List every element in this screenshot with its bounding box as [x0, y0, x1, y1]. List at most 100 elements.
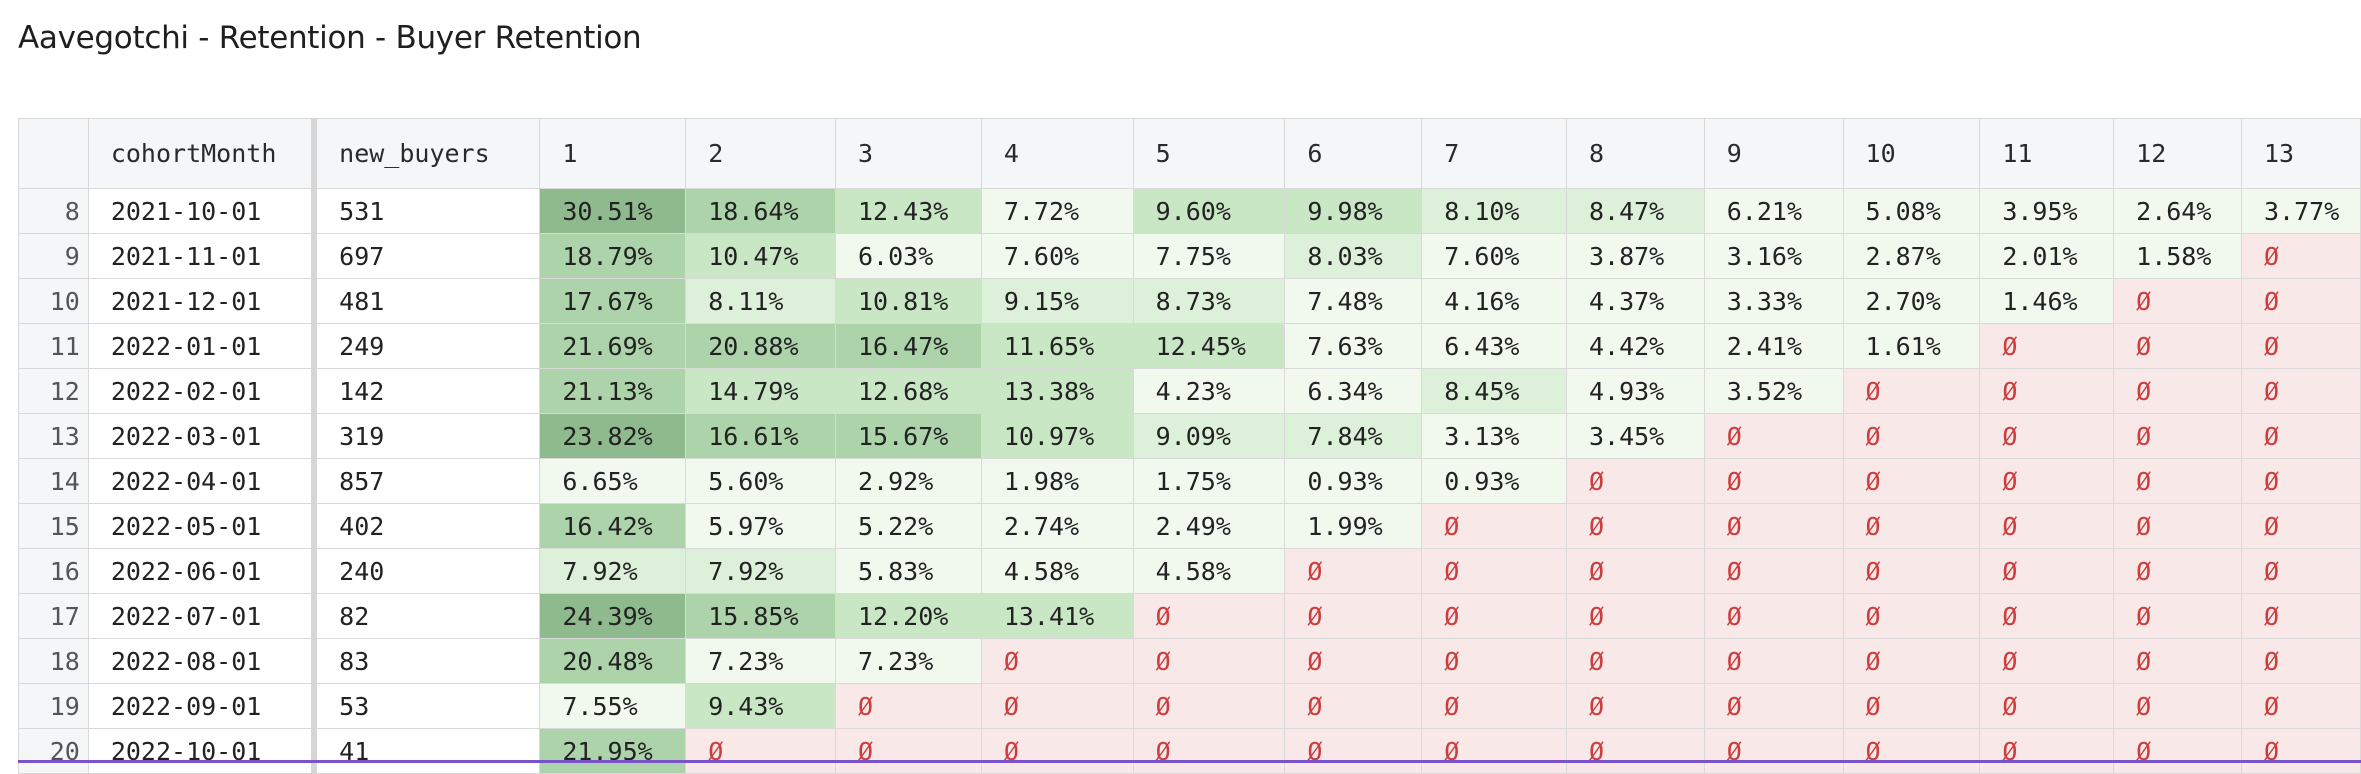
cell-null[interactable]: Ø — [1979, 593, 2115, 639]
cell-retention-month-1[interactable]: 18.79% — [539, 233, 687, 279]
cell-retention-month-3[interactable]: 2.92% — [835, 458, 982, 504]
cell-null[interactable]: Ø — [980, 728, 1134, 774]
cell-retention-month-5[interactable]: 1.75% — [1132, 458, 1286, 504]
cell-null[interactable]: Ø — [1703, 683, 1844, 729]
cell-retention-month-4[interactable]: 13.38% — [980, 368, 1134, 414]
cell-retention-month-9[interactable]: 3.33% — [1703, 278, 1844, 324]
column-header-month-7[interactable]: 7 — [1421, 118, 1567, 189]
cell-null[interactable]: Ø — [1842, 593, 1981, 639]
table-row[interactable]: 10 2021-12-01 481 17.67% 8.11% 10.81% 9.15% 8.7… — [18, 278, 2361, 324]
cell-retention-month-5[interactable]: 4.58% — [1132, 548, 1286, 594]
cell-null[interactable]: Ø — [2113, 323, 2242, 369]
row-index-header[interactable] — [18, 118, 89, 189]
cell-retention-month-1[interactable]: 24.39% — [539, 593, 687, 639]
cell-null[interactable]: Ø — [1132, 728, 1286, 774]
cell-retention-month-11[interactable]: 3.95% — [1979, 188, 2115, 234]
cell-new-buyers[interactable]: 41 — [313, 728, 541, 774]
cell-retention-month-1[interactable]: 30.51% — [539, 188, 687, 234]
cell-retention-month-7[interactable]: 4.16% — [1421, 278, 1567, 324]
cell-retention-month-13[interactable]: 3.77% — [2240, 188, 2361, 234]
cell-null[interactable]: Ø — [1842, 638, 1981, 684]
cell-retention-month-3[interactable]: 16.47% — [835, 323, 982, 369]
cell-null[interactable]: Ø — [1132, 638, 1286, 684]
cell-cohort-month[interactable]: 2022-01-01 — [87, 323, 318, 369]
table-row[interactable]: 17 2022-07-01 82 24.39% 15.85% 12.20% 13.41% Ø Ø… — [18, 593, 2361, 639]
cell-cohort-month[interactable]: 2022-07-01 — [87, 593, 318, 639]
cell-null[interactable]: Ø — [2240, 458, 2361, 504]
cell-retention-month-8[interactable]: 8.47% — [1565, 188, 1705, 234]
cell-null[interactable]: Ø — [2240, 368, 2361, 414]
cell-retention-month-5[interactable]: 9.60% — [1132, 188, 1286, 234]
cell-null[interactable]: Ø — [2113, 593, 2242, 639]
cell-null[interactable]: Ø — [1132, 683, 1286, 729]
cell-retention-month-1[interactable]: 7.92% — [539, 548, 687, 594]
column-header-month-6[interactable]: 6 — [1284, 118, 1423, 189]
cell-retention-month-1[interactable]: 21.69% — [539, 323, 687, 369]
cell-null[interactable]: Ø — [1703, 548, 1844, 594]
cell-retention-month-8[interactable]: 3.87% — [1565, 233, 1705, 279]
cell-null[interactable]: Ø — [2113, 638, 2242, 684]
column-header-month-13[interactable]: 13 — [2240, 118, 2361, 189]
cell-retention-month-5[interactable]: 2.49% — [1132, 503, 1286, 549]
column-header-month-2[interactable]: 2 — [685, 118, 836, 189]
cell-retention-month-4[interactable]: 1.98% — [980, 458, 1134, 504]
cell-null[interactable]: Ø — [1842, 548, 1981, 594]
cell-null[interactable]: Ø — [1284, 593, 1423, 639]
cell-null[interactable]: Ø — [1979, 728, 2115, 774]
cell-retention-month-3[interactable]: 12.43% — [835, 188, 982, 234]
column-header-month-5[interactable]: 5 — [1132, 118, 1286, 189]
cell-retention-month-2[interactable]: 16.61% — [685, 413, 836, 459]
table-row[interactable]: 14 2022-04-01 857 6.65% 5.60% 2.92% 1.98% 1.75%… — [18, 458, 2361, 504]
cell-null[interactable]: Ø — [2240, 728, 2361, 774]
cell-new-buyers[interactable]: 402 — [313, 503, 541, 549]
cell-new-buyers[interactable]: 82 — [313, 593, 541, 639]
cell-retention-month-4[interactable]: 2.74% — [980, 503, 1134, 549]
cell-cohort-month[interactable]: 2022-09-01 — [87, 683, 318, 729]
table-row[interactable]: 19 2022-09-01 53 7.55% 9.43% Ø Ø Ø Ø Ø Ø Ø Ø Ø Ø Ø — [18, 683, 2361, 729]
table-row[interactable]: 16 2022-06-01 240 7.92% 7.92% 5.83% 4.58% 4.58%… — [18, 548, 2361, 594]
cell-retention-month-9[interactable]: 3.16% — [1703, 233, 1844, 279]
cell-new-buyers[interactable]: 142 — [313, 368, 541, 414]
cell-retention-month-5[interactable]: 12.45% — [1132, 323, 1286, 369]
cell-null[interactable]: Ø — [1703, 728, 1844, 774]
cell-null[interactable]: Ø — [1565, 593, 1705, 639]
column-header-month-4[interactable]: 4 — [980, 118, 1134, 189]
cell-null[interactable]: Ø — [835, 728, 982, 774]
cell-retention-month-3[interactable]: 5.22% — [835, 503, 982, 549]
cell-retention-month-3[interactable]: 5.83% — [835, 548, 982, 594]
cell-retention-month-8[interactable]: 4.42% — [1565, 323, 1705, 369]
cell-retention-month-4[interactable]: 11.65% — [980, 323, 1134, 369]
cell-retention-month-1[interactable]: 7.55% — [539, 683, 687, 729]
cell-null[interactable]: Ø — [2113, 413, 2242, 459]
cell-new-buyers[interactable]: 697 — [313, 233, 541, 279]
cell-retention-month-2[interactable]: 7.92% — [685, 548, 836, 594]
cell-retention-month-6[interactable]: 7.84% — [1284, 413, 1423, 459]
cell-new-buyers[interactable]: 83 — [313, 638, 541, 684]
cell-new-buyers[interactable]: 531 — [313, 188, 541, 234]
cell-retention-month-5[interactable]: 4.23% — [1132, 368, 1286, 414]
cell-null[interactable]: Ø — [685, 728, 836, 774]
cell-cohort-month[interactable]: 2021-11-01 — [87, 233, 318, 279]
cell-cohort-month[interactable]: 2022-06-01 — [87, 548, 318, 594]
cell-new-buyers[interactable]: 240 — [313, 548, 541, 594]
cell-null[interactable]: Ø — [1421, 683, 1567, 729]
cell-retention-month-12[interactable]: 2.64% — [2113, 188, 2242, 234]
column-header-month-1[interactable]: 1 — [539, 118, 687, 189]
cell-null[interactable]: Ø — [2240, 323, 2361, 369]
cell-null[interactable]: Ø — [2240, 233, 2361, 279]
cell-retention-month-12[interactable]: 1.58% — [2113, 233, 2242, 279]
cell-null[interactable]: Ø — [1703, 458, 1844, 504]
cell-retention-month-9[interactable]: 3.52% — [1703, 368, 1844, 414]
cell-null[interactable]: Ø — [1842, 458, 1981, 504]
cell-retention-month-7[interactable]: 7.60% — [1421, 233, 1567, 279]
cell-null[interactable]: Ø — [1842, 413, 1981, 459]
table-row[interactable]: 11 2022-01-01 249 21.69% 20.88% 16.47% 11.65% 1… — [18, 323, 2361, 369]
cell-null[interactable]: Ø — [1565, 458, 1705, 504]
cell-null[interactable]: Ø — [1979, 458, 2115, 504]
cell-null[interactable]: Ø — [1979, 683, 2115, 729]
cell-cohort-month[interactable]: 2022-04-01 — [87, 458, 318, 504]
cell-cohort-month[interactable]: 2021-12-01 — [87, 278, 318, 324]
cell-cohort-month[interactable]: 2022-05-01 — [87, 503, 318, 549]
cell-retention-month-4[interactable]: 10.97% — [980, 413, 1134, 459]
cell-null[interactable]: Ø — [1703, 503, 1844, 549]
